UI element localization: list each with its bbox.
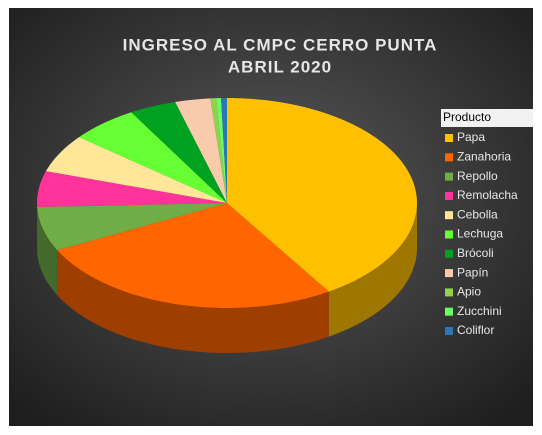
slice (57, 203, 329, 308)
slice (131, 101, 227, 203)
slice (37, 171, 227, 207)
legend-label: Papín (457, 265, 488, 279)
legend-swatch (445, 153, 453, 162)
legend-swatch (445, 211, 453, 220)
slice (210, 98, 227, 203)
legend-swatch (445, 269, 453, 278)
legend-swatch (445, 249, 453, 258)
legend-label: Remolacha (457, 188, 518, 202)
slice (45, 137, 228, 203)
slice (216, 98, 227, 203)
chart-title: INGRESO AL CMPC CERRO PUNTA (123, 35, 438, 54)
slice-side (328, 203, 417, 337)
legend-swatch (445, 327, 453, 335)
slice (37, 203, 227, 251)
legend-label: Papa (457, 130, 485, 144)
legend-swatch (445, 230, 453, 239)
legend-label: Brócoli (457, 246, 494, 260)
legend-label: Cebolla (457, 207, 498, 221)
legend-swatch (445, 172, 453, 181)
legend-swatch (445, 307, 453, 316)
slice (221, 98, 227, 203)
legend-label: Repollo (457, 169, 498, 183)
legend-label: Lechuga (457, 227, 503, 241)
slice-side (37, 206, 58, 296)
legend-title: Producto (443, 110, 491, 124)
legend-title-background (441, 109, 533, 127)
legend-swatch (445, 134, 453, 142)
slice (79, 112, 227, 203)
legend-swatch (445, 191, 453, 200)
slice-side (57, 250, 329, 353)
legend-swatch (445, 288, 453, 297)
slice (175, 98, 227, 203)
legend-label: Zanahoria (457, 149, 511, 163)
slice (227, 98, 417, 292)
legend-label: Coliflor (457, 323, 494, 337)
legend-label: Apio (457, 285, 481, 299)
chart-subtitle: ABRIL 2020 (228, 57, 332, 76)
legend-label: Zucchini (457, 304, 502, 318)
